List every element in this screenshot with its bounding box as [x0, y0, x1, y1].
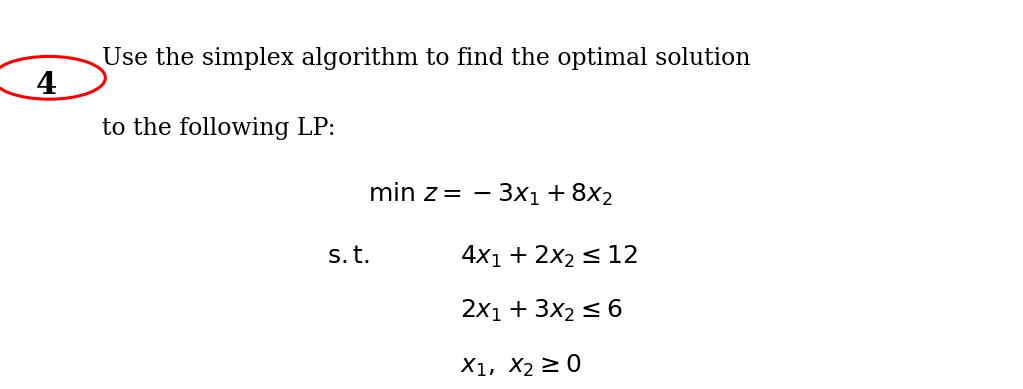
Text: 4: 4 [36, 70, 56, 101]
Text: $\mathrm{min}\ z = -3x_1 + 8x_2$: $\mathrm{min}\ z = -3x_1 + 8x_2$ [368, 181, 614, 208]
Text: $2x_1 + 3x_2 \leq 6$: $2x_1 + 3x_2 \leq 6$ [460, 298, 623, 324]
Text: $4x_1 + 2x_2 \leq 12$: $4x_1 + 2x_2 \leq 12$ [460, 244, 638, 270]
Text: $\mathrm{s.t.}$: $\mathrm{s.t.}$ [327, 245, 370, 268]
Text: to the following LP:: to the following LP: [102, 117, 336, 140]
Text: $x_1,\ x_2 \geq 0$: $x_1,\ x_2 \geq 0$ [460, 352, 582, 379]
Text: Use the simplex algorithm to find the optimal solution: Use the simplex algorithm to find the op… [102, 47, 751, 70]
